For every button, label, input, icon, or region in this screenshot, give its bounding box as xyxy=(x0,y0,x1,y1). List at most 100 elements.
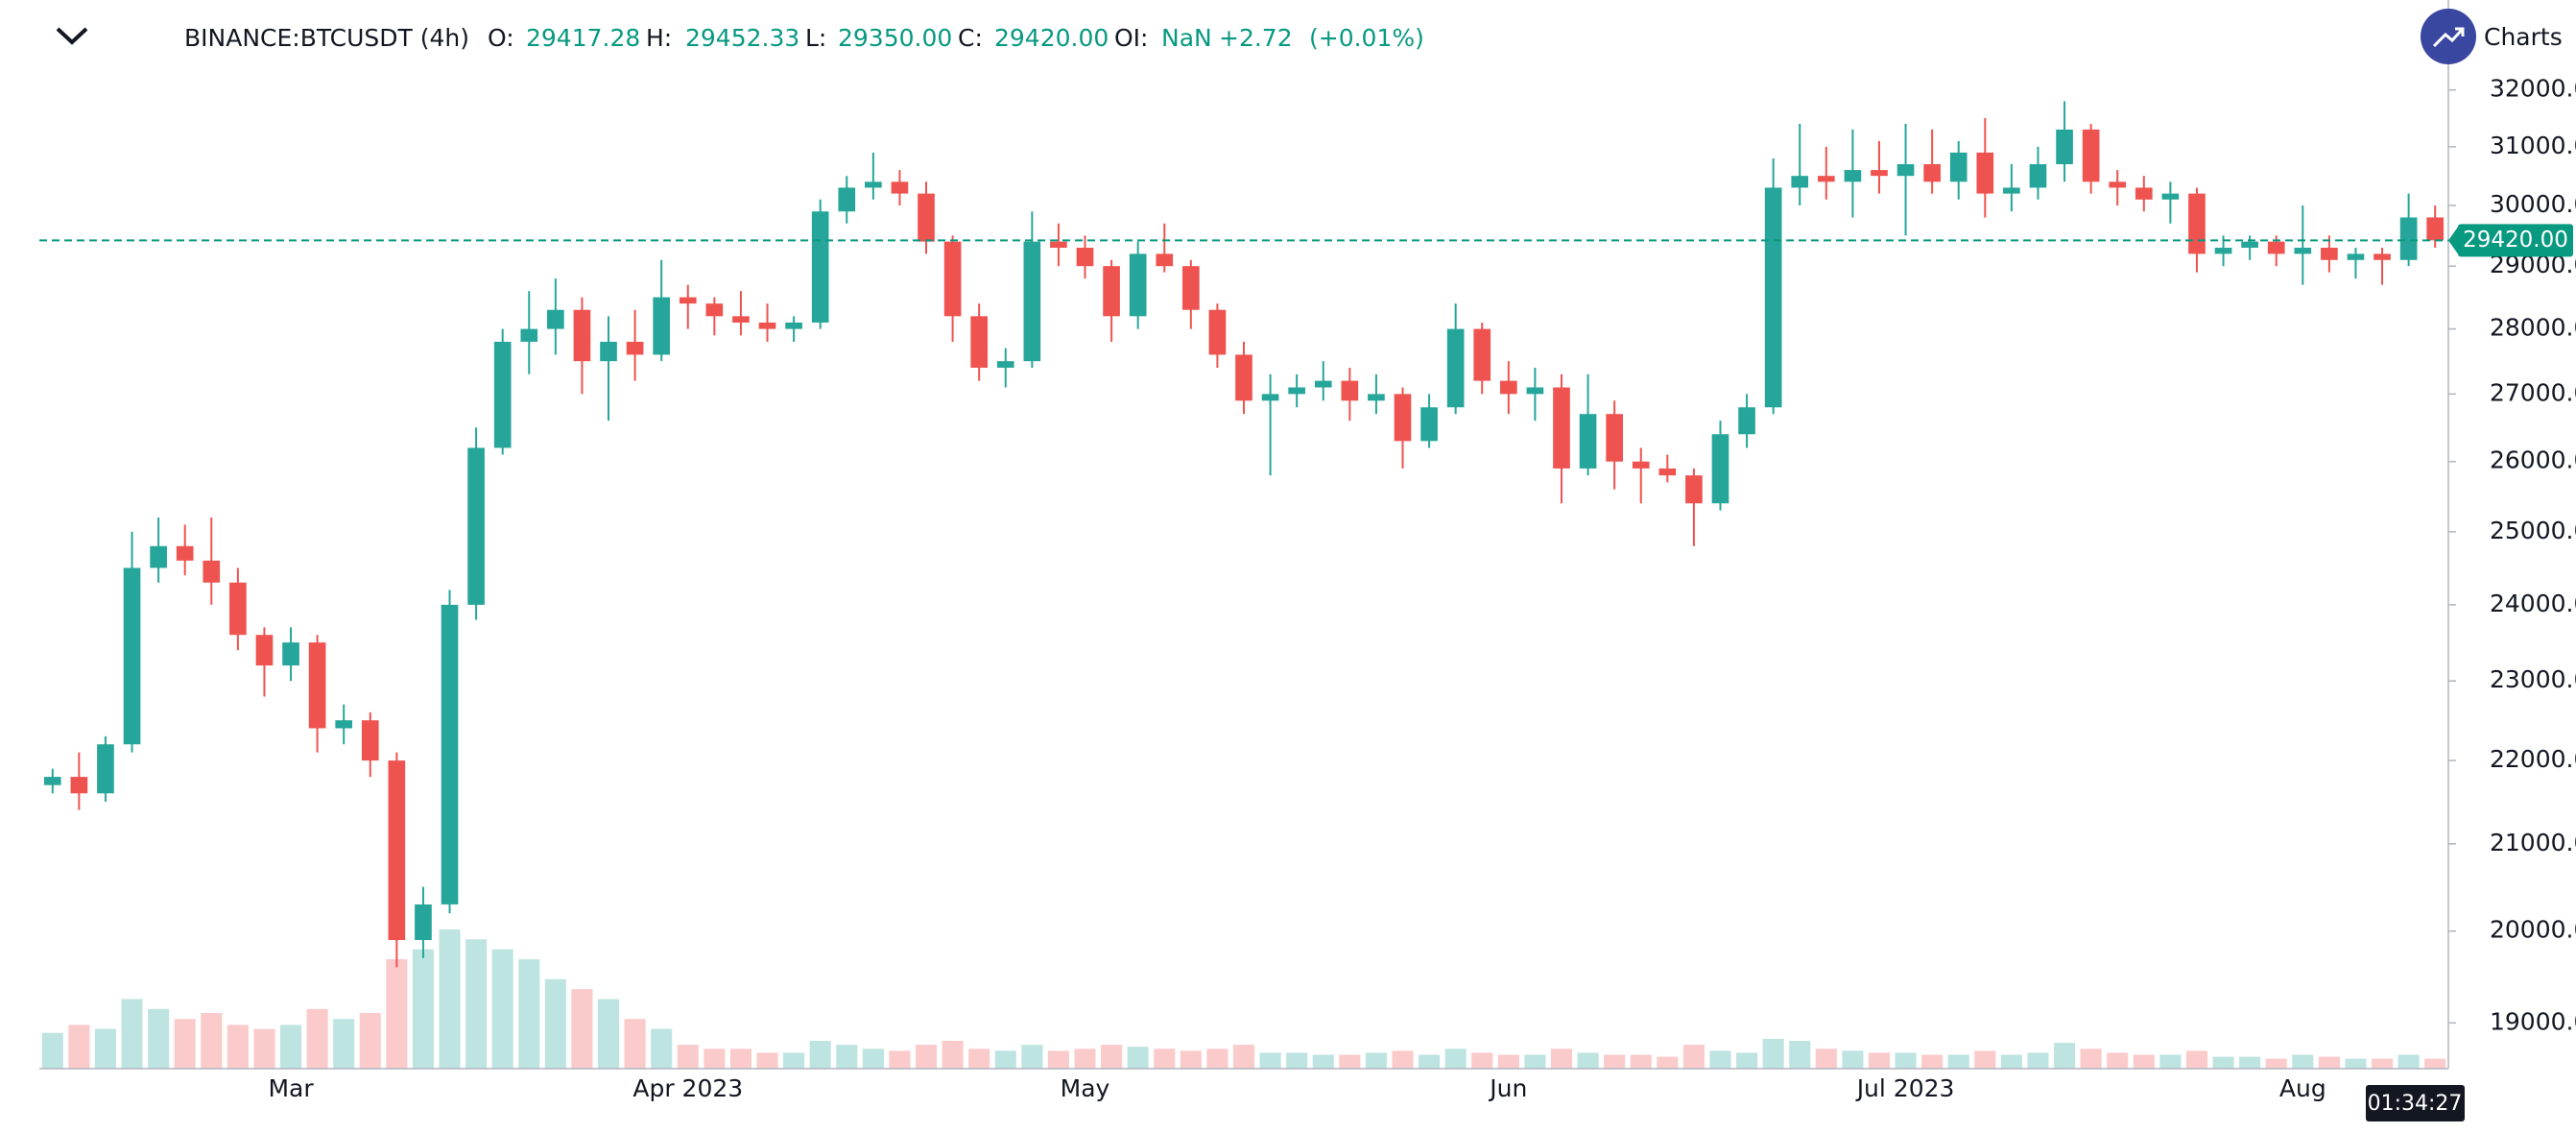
volume-bar xyxy=(942,1041,964,1069)
volume-bar xyxy=(2345,1058,2367,1069)
candle-body xyxy=(1208,309,1227,355)
y-tick-label: 20000.00 xyxy=(2490,916,2576,944)
volume-bar xyxy=(2080,1049,2102,1069)
clock: 01:34:27 xyxy=(2368,1092,2463,1116)
candle-body xyxy=(785,322,802,329)
plot-area xyxy=(41,101,2446,1069)
candle-body xyxy=(2399,217,2418,260)
candle-body xyxy=(97,744,114,794)
candle-body xyxy=(996,361,1014,368)
y-tick-label: 21000.00 xyxy=(2490,829,2576,856)
x-tick-label: Jul 2023 xyxy=(1855,1074,1955,1102)
volume-bar xyxy=(174,1019,196,1069)
collapse-chevron[interactable] xyxy=(56,27,88,45)
volume-bar xyxy=(1682,1045,1705,1069)
candle-body xyxy=(573,309,591,362)
volume-bar xyxy=(1471,1052,1493,1069)
volume-bar xyxy=(1419,1054,1441,1069)
volume-bar xyxy=(2000,1054,2022,1069)
candle-body xyxy=(1526,387,1544,395)
candle-body xyxy=(2267,241,2285,254)
volume-bar xyxy=(1762,1038,1784,1069)
volume-bar xyxy=(756,1052,778,1069)
candle-body xyxy=(335,720,353,729)
volume-bar xyxy=(1180,1050,1202,1069)
volume-bar xyxy=(1259,1052,1281,1069)
volume-bar xyxy=(994,1050,1016,1069)
candle-body xyxy=(1658,468,1677,476)
volume-bar xyxy=(1286,1052,1308,1069)
volume-bar xyxy=(1604,1054,1626,1069)
volume-bar xyxy=(783,1052,805,1069)
candle-body xyxy=(1579,414,1597,469)
volume-bar xyxy=(1339,1054,1361,1069)
candle-body xyxy=(758,322,776,329)
volume-bar xyxy=(704,1049,726,1069)
x-tick-label: Apr 2023 xyxy=(632,1074,743,1102)
x-tick-label: Aug xyxy=(2279,1074,2326,1102)
volume-bar xyxy=(148,1008,170,1069)
candle-body xyxy=(1976,152,1994,194)
legend-change: +2.72 xyxy=(1219,24,1293,52)
volume-bar xyxy=(1921,1054,1944,1069)
volume-bar xyxy=(201,1013,223,1069)
candle-body xyxy=(2003,187,2020,194)
clock-box xyxy=(2366,1085,2465,1121)
volume-bar xyxy=(1047,1050,1069,1069)
candle-body xyxy=(361,720,379,761)
volume-bar xyxy=(2107,1052,2129,1069)
volume-bar xyxy=(677,1045,699,1069)
y-tick-label: 23000.00 xyxy=(2490,665,2576,693)
volume-bar xyxy=(68,1025,90,1069)
volume-bar xyxy=(2372,1058,2394,1069)
volume-bar xyxy=(1365,1052,1387,1069)
candle-body xyxy=(1685,475,1703,504)
y-tick-label: 19000.00 xyxy=(2490,1007,2576,1035)
volume-bar xyxy=(1312,1054,1334,1069)
volume-bar xyxy=(571,989,593,1069)
logo-icon xyxy=(2432,27,2465,48)
volume-bar xyxy=(359,1013,381,1069)
candle-body xyxy=(2109,181,2127,188)
candle-body xyxy=(2082,129,2100,182)
x-tick-label: Jun xyxy=(1488,1074,1527,1102)
volume-bar xyxy=(2185,1050,2207,1069)
y-tick-label: 25000.00 xyxy=(2490,517,2576,544)
volume-bar xyxy=(2133,1054,2155,1069)
candle-body xyxy=(838,187,856,212)
candle-body xyxy=(2056,129,2073,165)
volume-bar xyxy=(1206,1049,1228,1069)
candle-body xyxy=(150,545,167,568)
candle-body xyxy=(1368,394,1385,401)
volume-bar xyxy=(915,1045,938,1069)
candle-body xyxy=(1182,266,1200,310)
candle-body xyxy=(308,642,326,729)
candle-body xyxy=(1473,328,1491,381)
candle-body xyxy=(1129,253,1147,317)
volume-bar xyxy=(1736,1052,1758,1069)
volume-bar xyxy=(2239,1056,2261,1069)
candle-body xyxy=(811,211,829,323)
candle-body xyxy=(1817,176,1835,182)
candle-body xyxy=(918,193,935,242)
candle-body xyxy=(2214,247,2232,254)
candle-body xyxy=(1711,434,1729,504)
candle-body xyxy=(1499,380,1517,395)
candle-body xyxy=(123,567,141,745)
legend-value: 29350.00 xyxy=(838,24,952,52)
volume-bar xyxy=(1974,1050,1996,1069)
volume-bar xyxy=(439,929,461,1069)
y-tick-label: 30000.00 xyxy=(2490,190,2576,218)
volume-bar xyxy=(1550,1049,1573,1069)
candle-body xyxy=(891,181,909,194)
candle-body xyxy=(441,604,459,904)
candle-body xyxy=(1553,387,1570,469)
legend-value: 29417.28 xyxy=(526,24,640,52)
legend-label: H: xyxy=(646,24,672,52)
last-price-label: 29420.00 xyxy=(2463,228,2568,253)
volume-bar xyxy=(2397,1054,2420,1069)
candle-body xyxy=(1420,407,1438,442)
candle-body xyxy=(547,309,564,329)
